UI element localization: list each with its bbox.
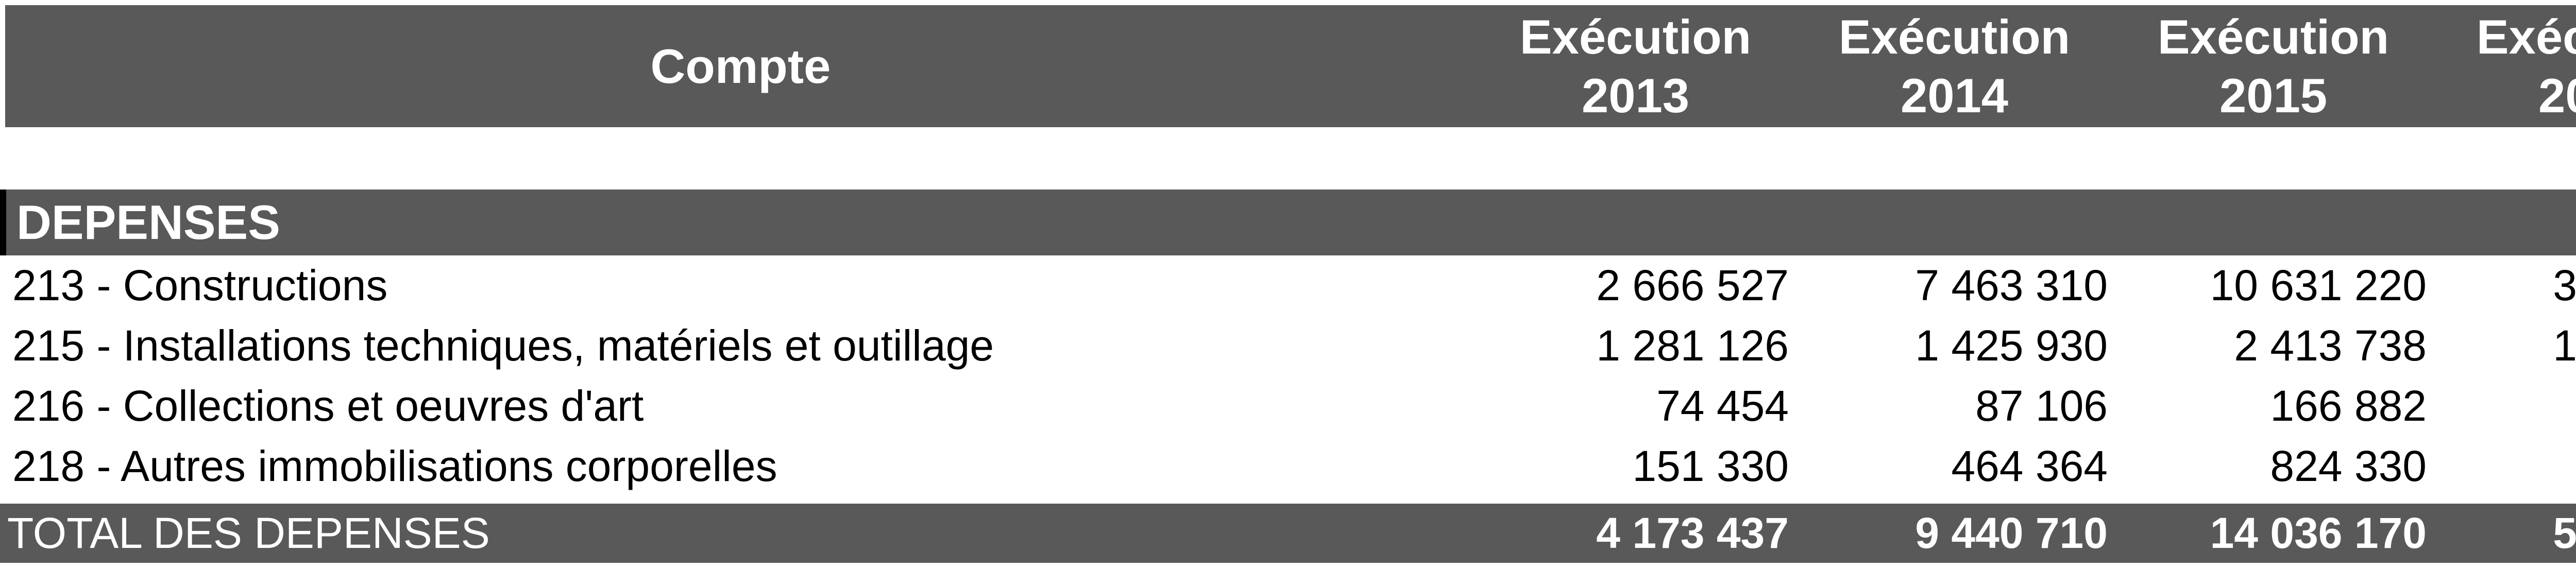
header-year-label: 2015 xyxy=(2219,68,2328,123)
account-label: 216 - Collections et oeuvres d'art xyxy=(12,382,644,430)
header-cell-compte: Compte xyxy=(650,39,831,93)
total-row-label: TOTAL DES DEPENSES xyxy=(7,509,490,557)
value-cell-2015: 2 413 738 xyxy=(2234,321,2427,370)
value-cell-2014: 87 106 xyxy=(1975,382,2108,430)
value-cell-2015: 166 882 xyxy=(2270,382,2427,430)
table-row-213: 213 - Constructions 2 666 527 7 463 310 10 … xyxy=(0,255,2576,316)
section-title: DEPENSES xyxy=(16,195,280,249)
total-band: TOTAL DES DEPENSES 4 173 437 9 440 710 14 … xyxy=(0,504,2576,563)
header-execution-label: Exécution xyxy=(2157,9,2389,64)
value-cell-2013: 74 454 xyxy=(1656,382,1789,430)
header-cell-execution-2016: Exécution 2016 xyxy=(2433,5,2576,127)
value-cell-2016: 87 234 xyxy=(2433,441,2576,491)
total-value-cell-2016: 5 686 140 xyxy=(2553,509,2576,557)
table-row-216: 216 - Collections et oeuvres d'art 74 454… xyxy=(0,376,2576,436)
header-cell-execution-2014: Exécution 2014 xyxy=(1795,5,2114,127)
value-cell-2015: 824 330 xyxy=(2270,442,2427,490)
value-cell-2013: 151 330 xyxy=(1632,442,1789,490)
header-year-label: 2014 xyxy=(1900,68,2009,123)
table-header-band: Compte Exécution 2013 Exécution 2014 Exécuti… xyxy=(5,5,2576,127)
value-cell-2014: 1 425 930 xyxy=(1915,321,2108,370)
header-execution-label: Exécution xyxy=(1838,9,2071,64)
value-cell-2016: 3 940 161 xyxy=(2553,261,2576,309)
table-row-215: 215 - Installations techniques, matériel… xyxy=(0,316,2576,376)
account-label: 213 - Constructions xyxy=(12,261,388,309)
value-cell-2014: 464 364 xyxy=(1951,442,2108,490)
account-label: 215 - Installations techniques, matériel… xyxy=(12,321,994,370)
value-cell-2013: 2 666 527 xyxy=(1596,261,1789,309)
total-value-cell-2014: 9 440 710 xyxy=(1915,509,2108,557)
total-value-cell-2013: 4 173 437 xyxy=(1596,509,1789,557)
header-execution-label: Exécution xyxy=(2476,9,2576,64)
table-row-218: 218 - Autres immobilisations corporelles… xyxy=(0,436,2576,496)
total-value-cell-2015: 14 036 170 xyxy=(2210,509,2427,557)
account-label: 218 - Autres immobilisations corporelles xyxy=(12,442,777,490)
value-cell-2016: 205 884 xyxy=(2433,381,2576,431)
value-cell-2014: 7 463 310 xyxy=(1915,261,2108,309)
header-cell-execution-2015: Exécution 2015 xyxy=(2114,5,2433,127)
value-cell-2016: 1 452 860 xyxy=(2553,321,2576,370)
value-cell-2015: 10 631 220 xyxy=(2210,261,2427,309)
header-execution-label: Exécution xyxy=(1519,9,1752,64)
header-cell-execution-2013: Exécution 2013 xyxy=(1476,5,1795,127)
value-cell-2013: 1 281 126 xyxy=(1596,321,1789,370)
header-year-label: 2016 xyxy=(2538,68,2576,123)
table-body: 213 - Constructions 2 666 527 7 463 310 10 … xyxy=(0,255,2576,496)
section-band-depenses: DEPENSES xyxy=(0,190,2576,255)
header-year-label: 2013 xyxy=(1581,68,1690,123)
